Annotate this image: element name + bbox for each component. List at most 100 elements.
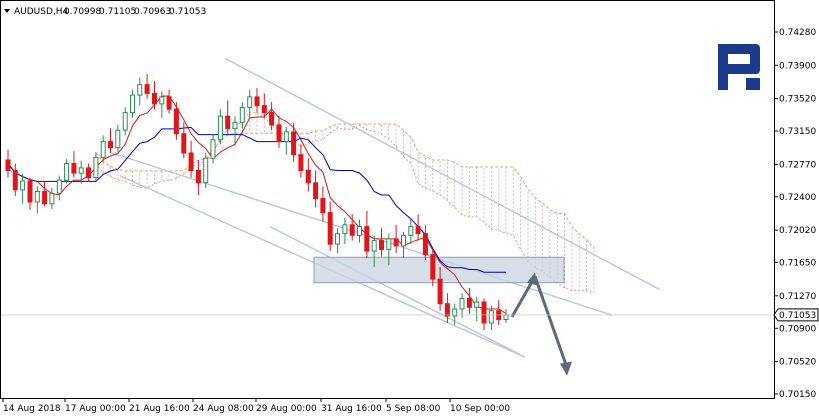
- x-tick-label: 5 Sep 08:00: [386, 404, 441, 414]
- forecast-arrows: [510, 272, 572, 376]
- y-tick-label: 0.70520: [779, 358, 816, 368]
- current-price-label: 0.71053: [1, 308, 819, 322]
- candle-body: [56, 179, 62, 194]
- candle-body: [27, 180, 33, 203]
- y-tick-label: 0.71270: [779, 292, 816, 302]
- candle-body: [42, 191, 48, 205]
- candle-body: [225, 115, 231, 129]
- candle-body: [269, 112, 275, 126]
- candle-body: [12, 170, 18, 191]
- candle-body: [364, 226, 370, 252]
- channel-lower-line-2: [269, 225, 521, 356]
- candle-body: [137, 84, 143, 96]
- candle-body: [298, 154, 304, 171]
- candle-body: [408, 226, 414, 236]
- y-tick-label: 0.74280: [779, 28, 816, 38]
- candle-body: [335, 233, 340, 245]
- candle-body: [71, 163, 77, 174]
- candle-body: [488, 310, 494, 324]
- candle-body: [276, 124, 282, 143]
- y-tick-label: 0.73150: [779, 127, 816, 137]
- candle-body: [415, 226, 421, 235]
- y-tick-label: 0.71650: [779, 259, 816, 269]
- candle-body: [459, 298, 465, 310]
- candle-body: [115, 129, 121, 149]
- candle-body: [305, 170, 311, 184]
- y-tick-label: 0.70900: [779, 324, 816, 334]
- candle-body: [452, 308, 458, 317]
- candle-body: [34, 191, 40, 203]
- candle-body: [100, 141, 106, 158]
- candle-body: [108, 141, 113, 149]
- candle-body: [5, 159, 11, 171]
- y-tick-label: 0.73900: [779, 61, 816, 71]
- candle-body: [247, 96, 253, 108]
- candle-body: [130, 94, 135, 114]
- candle-body: [78, 167, 84, 174]
- forecast-up-arrow-head: [527, 272, 537, 286]
- current-price-box: [773, 308, 819, 322]
- candle-body: [342, 224, 348, 235]
- candle-body: [20, 180, 26, 191]
- candle-body: [144, 84, 150, 94]
- header-symbol: AUDUSD,H4: [14, 7, 69, 17]
- candle-body: [159, 96, 165, 105]
- candle-body: [64, 163, 70, 181]
- candle-body: [93, 156, 99, 179]
- candle-body: [188, 152, 194, 171]
- candle-body: [203, 157, 209, 184]
- candle-body: [254, 96, 260, 107]
- candle-body: [195, 170, 201, 184]
- forecast-down-arrow-line: [533, 276, 569, 369]
- candle-body: [166, 96, 172, 110]
- x-tick-label: 10 Sep 00:00: [450, 404, 510, 414]
- header-high: 0.71105: [99, 7, 136, 17]
- candle-body: [261, 105, 267, 114]
- candle-body: [283, 131, 289, 142]
- candle-body: [291, 131, 297, 156]
- candle-body: [379, 240, 384, 250]
- y-tick-label: 0.70150: [779, 390, 816, 400]
- price-axis: 0.74280 0.73900 0.73520 0.73150 0.72770 0.724…: [774, 28, 816, 400]
- candle-body: [481, 301, 487, 324]
- x-tick-label: 31 Aug 16:00: [321, 404, 382, 414]
- candle-body: [49, 192, 55, 205]
- x-tick-label: 17 Aug 00:00: [65, 404, 126, 414]
- x-tick-label: 14 Aug 2018: [3, 404, 61, 414]
- candle-body: [386, 238, 392, 250]
- candle-body: [152, 92, 157, 105]
- channel-upper-line: [224, 57, 661, 291]
- candle-body: [349, 224, 355, 236]
- candle-body: [357, 226, 362, 236]
- kijun-sen-line: [7, 126, 506, 273]
- candle-body: [371, 240, 377, 252]
- header-close: 0.71053: [169, 7, 206, 17]
- candle-body: [437, 278, 443, 305]
- forecast-down-arrow-head: [560, 361, 572, 376]
- candle-body: [232, 121, 238, 129]
- candle-body: [122, 112, 128, 131]
- y-tick-label: 0.72400: [779, 193, 816, 203]
- candle-body: [327, 212, 333, 245]
- dropdown-triangle-icon[interactable]: [4, 9, 10, 13]
- x-tick-label: 21 Aug 16:00: [129, 404, 190, 414]
- candle-body: [320, 198, 326, 213]
- candle-body: [217, 115, 223, 141]
- header-open: 0.70998: [64, 7, 101, 17]
- candles: [5, 74, 509, 330]
- x-tick-label: 24 Aug 08:00: [193, 404, 254, 414]
- time-axis: 14 Aug 2018 17 Aug 00:00 21 Aug 16:00 24 Au…: [2, 398, 510, 414]
- plot-frame: [0, 0, 775, 399]
- y-tick-label: 0.73520: [779, 95, 816, 105]
- candle-body: [466, 298, 472, 308]
- candle-body: [393, 238, 399, 247]
- x-tick-label: 29 Aug 00:00: [256, 404, 317, 414]
- candle-body: [313, 182, 319, 200]
- candle-body: [173, 108, 179, 135]
- y-tick-label: 0.72770: [779, 160, 816, 170]
- candle-body: [181, 133, 187, 154]
- y-tick-label: 0.72020: [779, 226, 816, 236]
- current-price-text: 0.71053: [779, 311, 816, 321]
